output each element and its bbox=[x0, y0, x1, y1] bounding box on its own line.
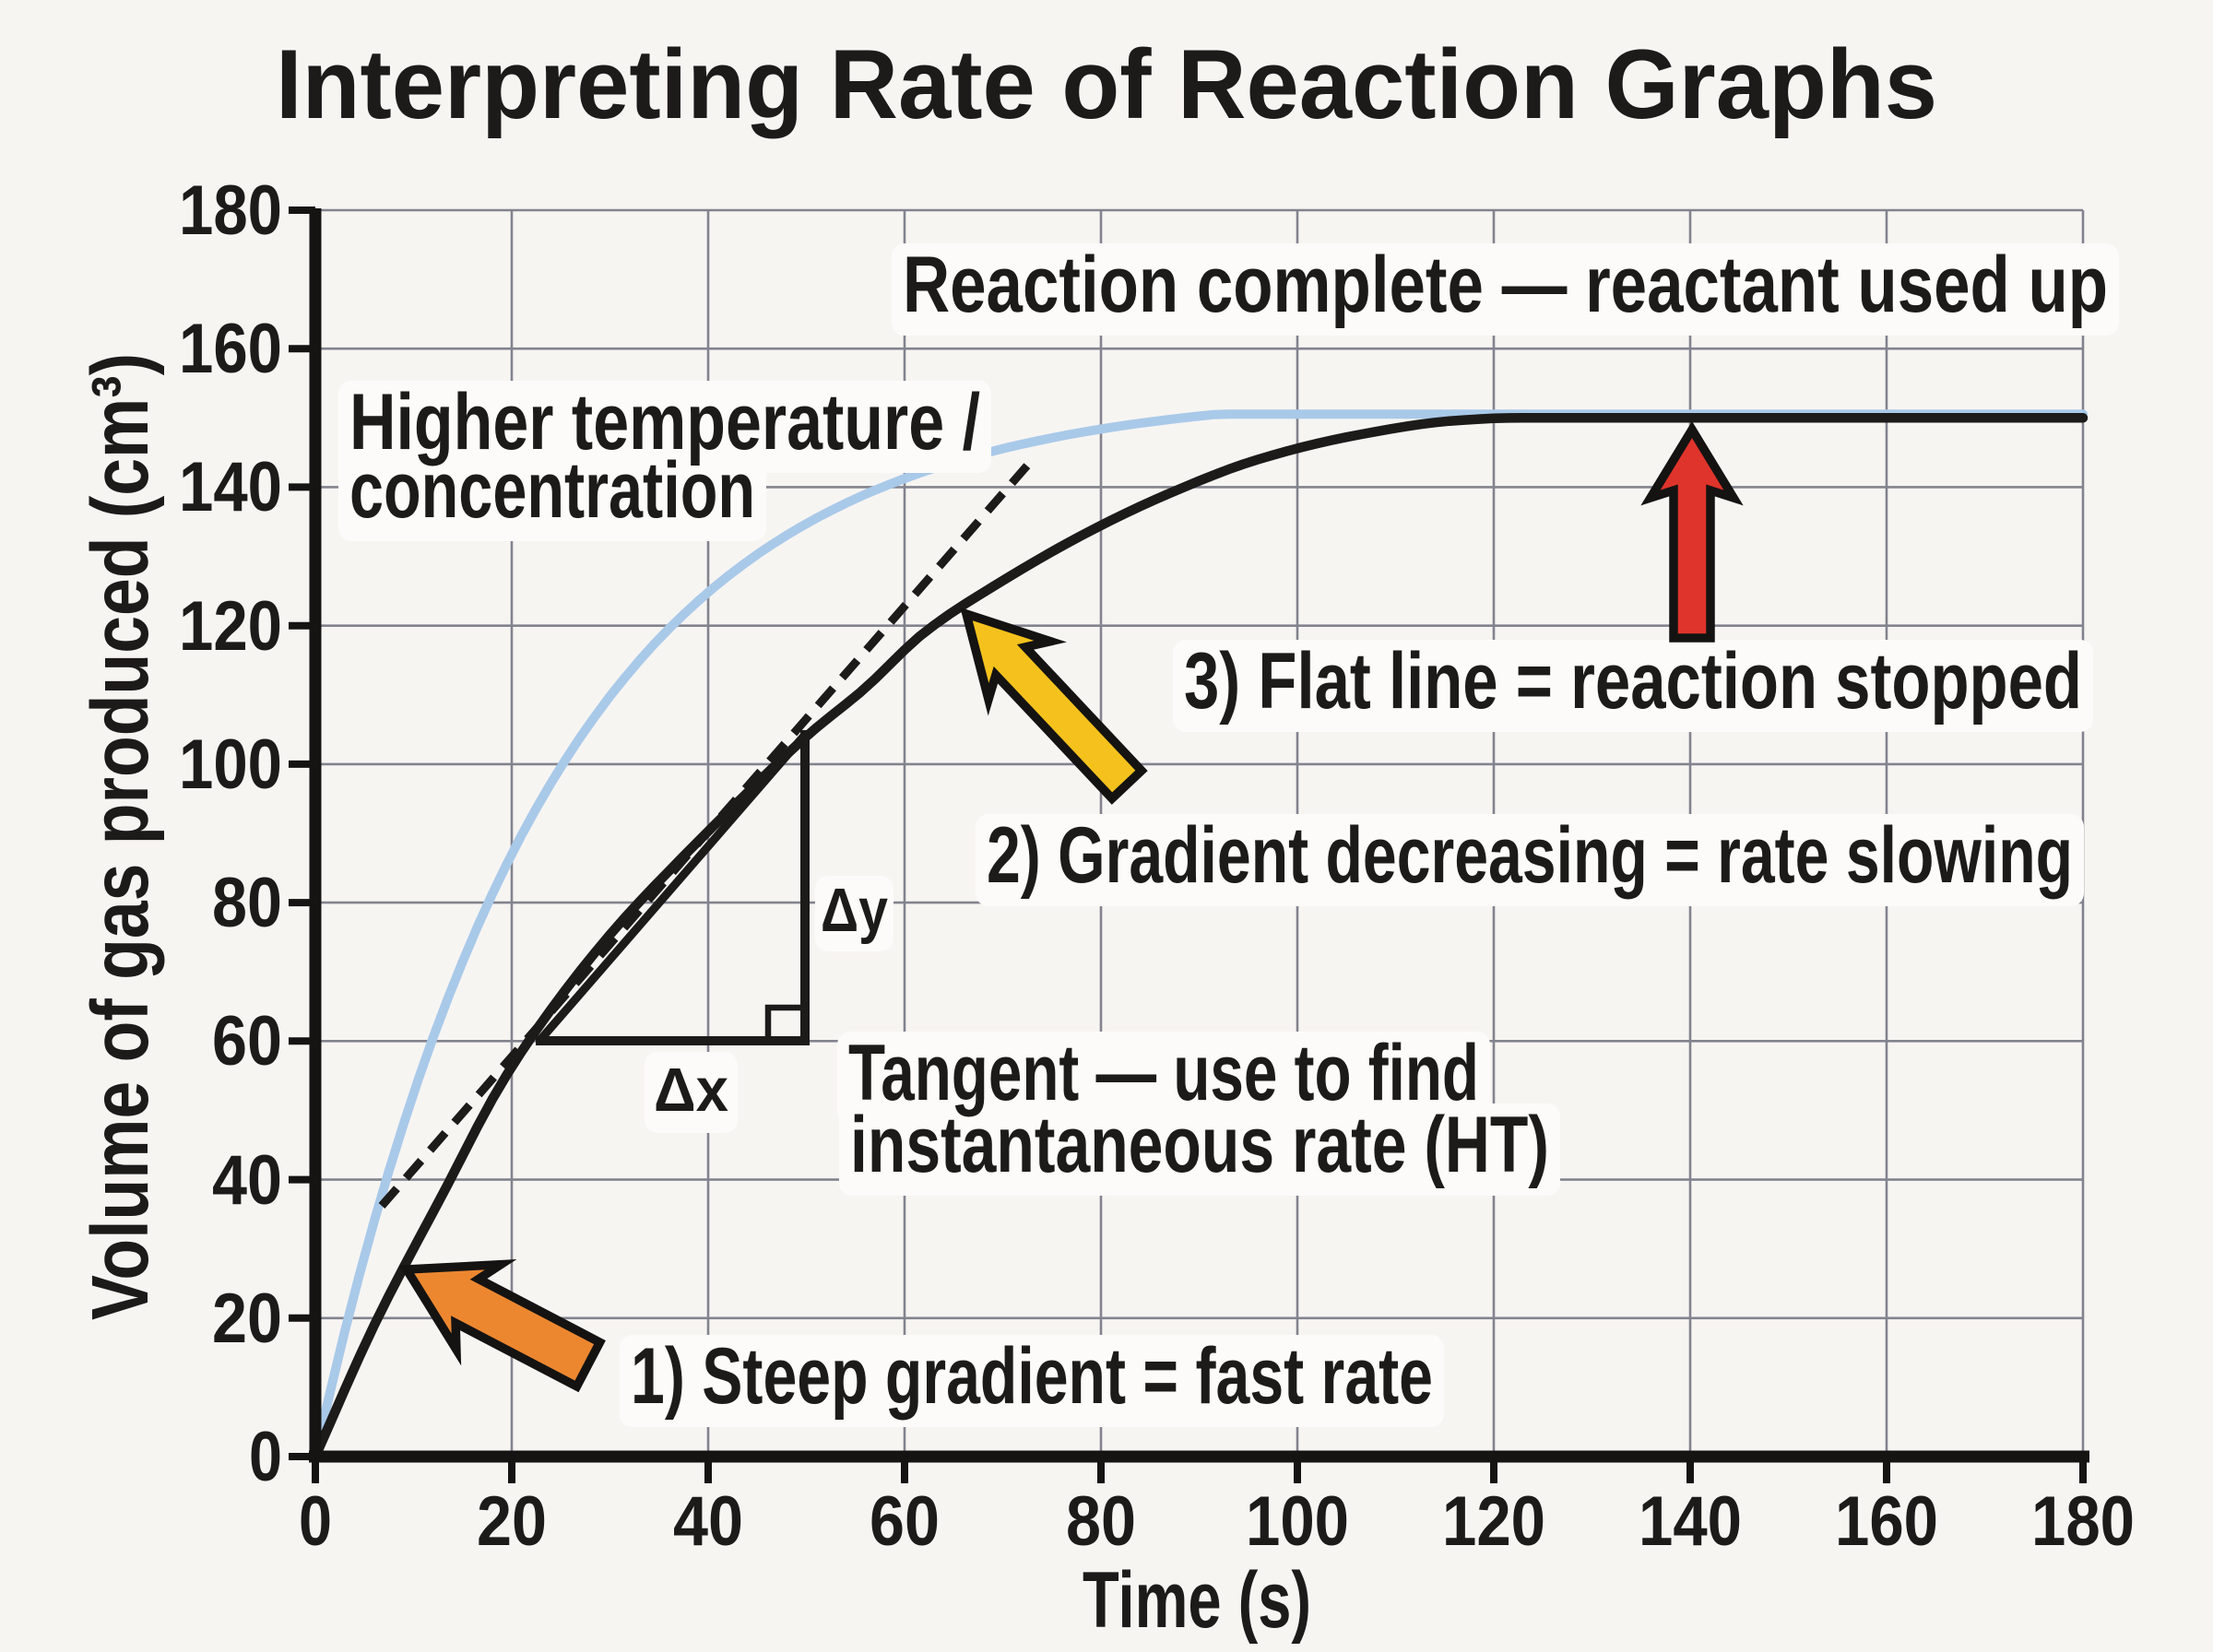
svg-text:2) Gradient decreasing = rate: 2) Gradient decreasing = rate slowing bbox=[987, 811, 2073, 900]
svg-text:40: 40 bbox=[212, 1141, 282, 1220]
svg-text:80: 80 bbox=[212, 864, 282, 942]
svg-text:100: 100 bbox=[1246, 1482, 1349, 1561]
svg-text:40: 40 bbox=[673, 1482, 743, 1561]
svg-text:1) Steep gradient = fast rate: 1) Steep gradient = fast rate bbox=[631, 1332, 1433, 1421]
svg-text:60: 60 bbox=[212, 1002, 282, 1080]
svg-text:140: 140 bbox=[1639, 1482, 1742, 1561]
svg-text:20: 20 bbox=[477, 1482, 547, 1561]
svg-text:Volume of gas produced (cm³): Volume of gas produced (cm³) bbox=[76, 353, 165, 1320]
svg-text:140: 140 bbox=[179, 448, 282, 526]
svg-text:Interpreting Rate of Reaction: Interpreting Rate of Reaction Graphs bbox=[276, 29, 1937, 139]
svg-text:Time (s): Time (s) bbox=[1083, 1556, 1311, 1645]
svg-text:3) Flat line = reaction stoppe: 3) Flat line = reaction stopped bbox=[1184, 637, 2082, 726]
svg-text:Δx: Δx bbox=[654, 1056, 728, 1125]
svg-text:100: 100 bbox=[179, 726, 282, 804]
svg-text:120: 120 bbox=[1442, 1482, 1545, 1561]
svg-text:160: 160 bbox=[1835, 1482, 1938, 1561]
svg-text:0: 0 bbox=[299, 1482, 332, 1561]
svg-text:instantaneous rate (HT): instantaneous rate (HT) bbox=[850, 1101, 1549, 1189]
svg-text:Tangent — use to find: Tangent — use to find bbox=[848, 1029, 1479, 1117]
svg-text:Higher temperature /: Higher temperature / bbox=[349, 378, 980, 466]
svg-text:concentration: concentration bbox=[349, 446, 755, 535]
svg-text:120: 120 bbox=[179, 587, 282, 666]
svg-text:180: 180 bbox=[179, 171, 282, 250]
svg-text:180: 180 bbox=[2031, 1482, 2135, 1561]
svg-text:20: 20 bbox=[212, 1280, 282, 1358]
svg-text:Reaction complete — reactant u: Reaction complete — reactant used up bbox=[903, 241, 2108, 329]
svg-text:0: 0 bbox=[249, 1418, 282, 1496]
svg-text:Δy: Δy bbox=[821, 876, 888, 945]
svg-text:60: 60 bbox=[870, 1482, 940, 1561]
svg-text:160: 160 bbox=[179, 310, 282, 388]
svg-text:80: 80 bbox=[1066, 1482, 1136, 1561]
